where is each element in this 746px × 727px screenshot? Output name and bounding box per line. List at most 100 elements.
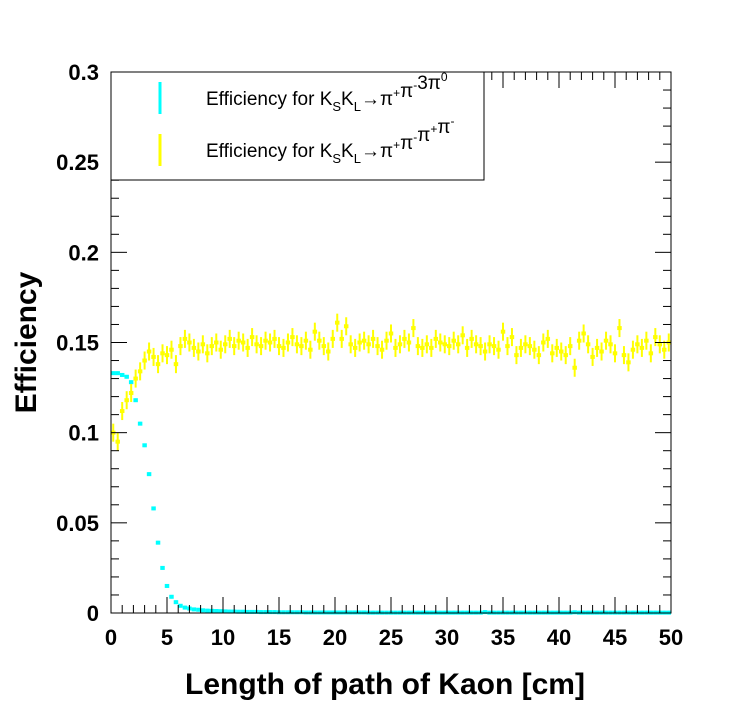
data-point (352, 338, 358, 357)
data-point (415, 337, 421, 356)
data-point (294, 335, 300, 354)
data-point (142, 443, 147, 448)
data-point (146, 472, 152, 477)
data-point (209, 337, 215, 356)
data-point (554, 338, 559, 357)
data-point (124, 391, 129, 410)
data-point (317, 331, 322, 350)
data-point (648, 344, 654, 363)
data-point (115, 371, 120, 376)
data-point (303, 331, 309, 350)
data-point (518, 338, 524, 357)
data-point (397, 335, 403, 354)
y-tick-label: 0.15 (56, 331, 99, 356)
data-point (388, 324, 394, 343)
x-tick-label: 25 (379, 625, 403, 650)
data-point (635, 335, 640, 354)
data-point (119, 402, 125, 421)
data-point (200, 608, 206, 613)
data-point (608, 335, 613, 354)
data-point (281, 338, 286, 357)
data-point (433, 329, 439, 348)
data-point (500, 322, 506, 341)
data-point (527, 337, 533, 356)
legend: Efficiency for KSKL→π+π-3π0 Efficiency f… (110, 70, 485, 181)
data-point (196, 342, 201, 361)
data-point (491, 337, 497, 356)
data-point (447, 337, 452, 356)
data-point (133, 398, 138, 403)
data-point (169, 340, 174, 359)
data-point (133, 369, 138, 388)
data-point (231, 337, 237, 356)
data-point (164, 583, 170, 588)
data-point (361, 331, 367, 350)
data-point (128, 383, 134, 403)
data-point (137, 421, 143, 426)
data-point (653, 328, 658, 347)
data-point (240, 333, 246, 352)
data-point (393, 338, 398, 357)
y-tick-label: 0.3 (68, 60, 99, 85)
data-point (164, 346, 170, 365)
data-point (173, 355, 179, 374)
data-point (254, 335, 259, 354)
y-tick-label: 0 (87, 601, 99, 626)
x-tick-label: 15 (267, 625, 291, 650)
x-tick-label: 50 (659, 625, 683, 650)
data-point (137, 362, 143, 381)
data-point (429, 338, 434, 357)
data-point (576, 331, 582, 350)
data-point (227, 329, 232, 348)
data-point (384, 331, 389, 350)
data-point (639, 338, 645, 357)
data-point (240, 609, 246, 614)
data-point (603, 331, 609, 350)
y-tick-labels: 0 0.05 0.1 0.15 0.2 0.25 0.3 (56, 60, 99, 626)
data-point (182, 329, 188, 348)
x-tick-label: 0 (105, 625, 117, 650)
x-tick-label: 35 (491, 625, 515, 650)
data-point (326, 342, 331, 361)
data-point (160, 344, 165, 363)
data-point (594, 338, 600, 357)
data-point (196, 607, 201, 612)
data-point (572, 358, 577, 377)
data-point (505, 337, 510, 356)
data-point (285, 333, 291, 352)
data-point (267, 333, 273, 352)
data-point (160, 565, 165, 570)
data-point (146, 342, 152, 361)
data-point (590, 347, 595, 366)
series-cyan-points (111, 371, 671, 615)
data-point (312, 322, 318, 341)
data-point (438, 333, 443, 352)
data-point (223, 335, 228, 354)
x-tick-label: 45 (603, 625, 627, 650)
data-point (617, 319, 622, 338)
y-axis-title: Efficiency (10, 271, 43, 413)
data-point (119, 372, 125, 377)
data-point (442, 335, 447, 354)
data-point (115, 432, 120, 451)
x-tick-label: 10 (211, 625, 235, 650)
x-tick-label: 20 (323, 625, 347, 650)
data-point (545, 329, 551, 348)
data-point (523, 335, 528, 354)
data-point (460, 326, 465, 345)
data-point (478, 337, 483, 356)
x-tick-label: 30 (435, 625, 459, 650)
data-point (348, 335, 353, 354)
x-tick-labels: 0 5 10 15 20 25 30 35 40 45 50 (105, 625, 683, 650)
data-point (402, 329, 407, 348)
data-point (420, 338, 425, 357)
data-point (178, 603, 183, 608)
data-point (249, 328, 255, 347)
data-point (581, 324, 586, 343)
data-point (514, 346, 519, 365)
data-point (626, 353, 631, 372)
data-point (536, 346, 542, 365)
legend-entry-yellow: Efficiency for KSKL→π+π-π+π- (206, 114, 454, 166)
y-tick-label: 0.05 (56, 511, 99, 536)
